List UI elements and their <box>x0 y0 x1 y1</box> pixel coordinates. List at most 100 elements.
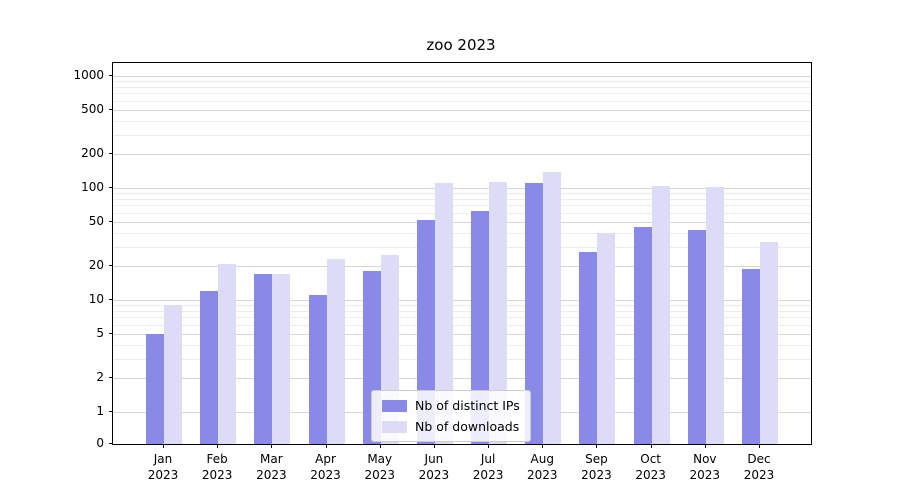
bar-downloads-sep <box>597 232 616 444</box>
x-tick-label-year: 2023 <box>310 468 341 482</box>
gridline-minor <box>113 193 811 195</box>
gridline-minor <box>113 358 811 360</box>
bar-downloads-jul <box>489 182 508 444</box>
y-tick-mark <box>109 299 113 300</box>
gridline-minor <box>113 232 811 234</box>
x-tick-label-month: Mar <box>260 452 283 466</box>
x-tick-label: Oct 2023 <box>621 451 681 483</box>
bar-distinct-ips-aug <box>525 183 544 444</box>
x-tick-label-month: Jul <box>480 452 496 466</box>
x-tick-label: Feb 2023 <box>187 451 247 483</box>
x-tick-mark <box>650 444 652 448</box>
gridline-major <box>113 378 811 380</box>
x-tick-mark <box>433 444 435 448</box>
y-tick-label: 10 <box>88 292 104 306</box>
bar-downloads-apr <box>326 259 345 444</box>
y-tick-mark <box>109 153 113 155</box>
gridline-major <box>113 221 811 223</box>
y-tick-label: 200 <box>81 146 104 161</box>
gridline-minor <box>113 205 811 207</box>
gridline-major <box>113 109 811 111</box>
bar-downloads-dec <box>760 241 778 444</box>
gridline-minor <box>113 246 811 248</box>
legend-item-downloads: Nb of downloads <box>382 419 520 434</box>
bar-downloads-aug <box>543 171 562 444</box>
x-tick-label-year: 2023 <box>418 468 450 482</box>
x-tick-mark <box>217 444 219 448</box>
chart-title: zoo 2023 <box>426 36 496 54</box>
x-tick-mark <box>759 444 760 448</box>
x-tick-label-month: Nov <box>693 452 717 466</box>
legend: Nb of distinct IPs Nb of downloads <box>371 390 531 442</box>
x-tick-mark <box>488 444 490 448</box>
x-tick-mark <box>163 444 164 448</box>
bar-distinct-ips-feb <box>200 291 219 444</box>
x-tick-label-year: 2023 <box>147 468 179 482</box>
x-tick-label-month: May <box>367 452 393 466</box>
bar-distinct-ips-jun <box>416 219 435 444</box>
gridline-minor <box>113 100 811 102</box>
bar-downloads-nov <box>705 187 724 444</box>
gridline-minor <box>113 120 811 122</box>
x-tick-label-year: 2023 <box>472 468 504 482</box>
x-tick-label-month: Aug <box>530 452 554 466</box>
gridline-major <box>113 76 811 77</box>
x-tick-label-year: 2023 <box>689 468 721 482</box>
x-tick-label: Sep 2023 <box>566 451 626 483</box>
gridline-major <box>113 188 811 189</box>
y-tick-label: 0 <box>96 436 104 450</box>
bar-distinct-ips-jul <box>471 211 490 444</box>
x-tick-mark <box>271 444 273 448</box>
gridline-minor <box>113 134 811 136</box>
y-tick-mark <box>109 411 113 412</box>
y-tick-label: 500 <box>81 101 104 116</box>
bar-distinct-ips-apr <box>308 295 327 444</box>
gridline-minor <box>113 93 811 95</box>
bar-distinct-ips-mar <box>254 274 273 444</box>
x-tick-label-month: Jan <box>153 452 173 466</box>
x-tick-label: Jul 2023 <box>458 451 518 483</box>
y-tick-mark <box>109 332 113 334</box>
x-tick-label-year: 2023 <box>256 468 287 482</box>
y-tick-label: 5 <box>96 325 104 340</box>
x-tick-label-year: 2023 <box>743 468 775 482</box>
x-tick-mark <box>704 444 706 448</box>
bar-distinct-ips-jan <box>146 333 164 444</box>
bar-distinct-ips-sep <box>579 251 598 444</box>
gridline-minor <box>113 305 811 307</box>
x-tick-label-month: Feb <box>206 452 228 466</box>
x-tick-label-year: 2023 <box>635 468 666 482</box>
x-tick-label-month: Jun <box>424 452 444 466</box>
gridline-major <box>113 154 811 156</box>
gridline-minor <box>113 317 811 319</box>
gridline-major <box>113 300 811 301</box>
x-tick-label: Nov 2023 <box>675 451 735 483</box>
legend-swatch-downloads <box>382 420 407 433</box>
x-tick-label: Aug 2023 <box>512 451 572 483</box>
bar-distinct-ips-oct <box>633 226 652 444</box>
y-tick-mark <box>109 265 113 267</box>
bar-downloads-mar <box>272 274 291 444</box>
x-tick-label-month: Oct <box>640 452 661 466</box>
bar-downloads-jun <box>434 183 453 444</box>
x-tick-label-month: Sep <box>585 452 608 466</box>
bar-downloads-feb <box>218 263 237 444</box>
x-tick-label-year: 2023 <box>581 468 612 482</box>
x-tick-label: Apr 2023 <box>296 451 356 483</box>
x-tick-mark <box>379 444 381 448</box>
x-tick-label: May 2023 <box>350 451 410 483</box>
y-tick-label: 50 <box>88 213 104 228</box>
x-tick-label-month: Dec <box>747 452 771 466</box>
bar-downloads-oct <box>651 185 670 444</box>
y-tick-mark <box>109 443 113 444</box>
gridline-minor <box>113 81 811 83</box>
x-tick-label: Jun 2023 <box>404 451 464 483</box>
legend-item-distinct-ips: Nb of distinct IPs <box>382 398 520 413</box>
y-tick-label: 1 <box>96 404 104 418</box>
x-tick-mark <box>325 444 327 448</box>
x-tick-mark <box>542 444 544 448</box>
gridline-minor <box>113 212 811 214</box>
gridline-minor <box>113 86 811 88</box>
y-tick-mark <box>109 377 113 379</box>
